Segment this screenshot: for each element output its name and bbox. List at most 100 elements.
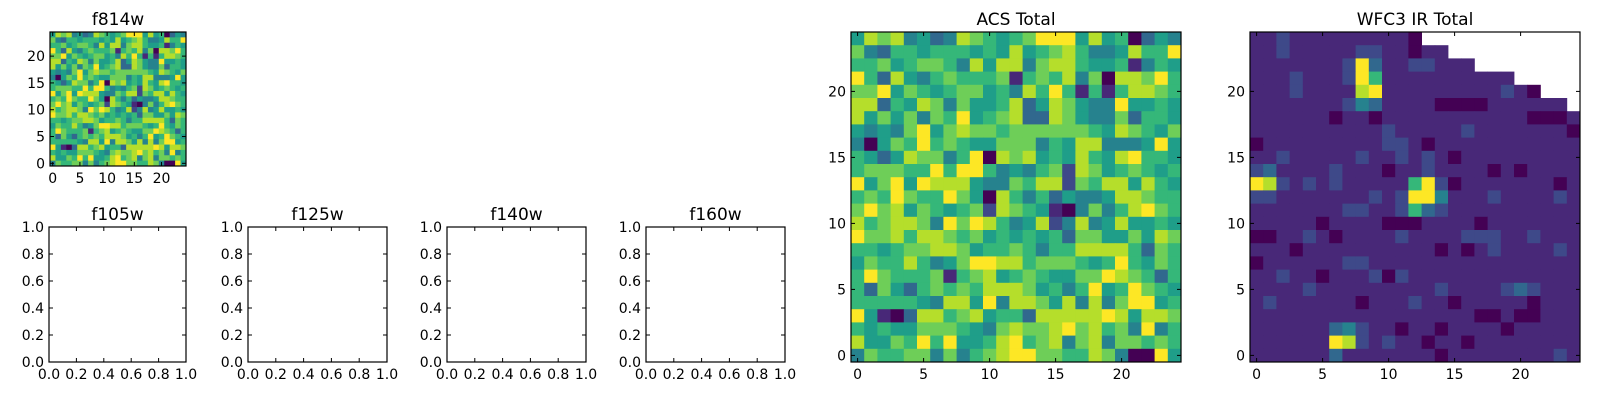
heatmap-cell	[93, 42, 100, 49]
heatmap-cell	[1434, 111, 1449, 125]
heatmap-cell	[104, 80, 111, 86]
heatmap-cell	[903, 243, 918, 257]
x-tick-label: 10	[981, 367, 999, 383]
heatmap-cell	[98, 133, 105, 140]
heatmap-cell	[109, 37, 116, 44]
heatmap-cell	[956, 177, 971, 191]
heatmap-cell	[66, 85, 73, 92]
heatmap-cell	[1382, 58, 1396, 72]
heatmap-cell	[943, 177, 957, 191]
heatmap-cell	[1395, 84, 1409, 99]
heatmap-cell	[1316, 216, 1330, 231]
heatmap-cell	[956, 216, 971, 231]
heatmap-cell	[1022, 190, 1037, 204]
heatmap-cell	[969, 335, 984, 350]
heatmap-cell	[903, 296, 918, 310]
heatmap-cell	[169, 133, 176, 140]
heatmap-cell	[1329, 164, 1343, 178]
heatmap-cell	[1500, 150, 1515, 165]
heatmap-cell	[93, 149, 100, 156]
heatmap-cell	[851, 243, 865, 257]
heatmap-cell	[969, 71, 984, 86]
heatmap-cell	[131, 117, 138, 124]
heatmap-cell	[943, 216, 957, 231]
heatmap-cell	[1128, 190, 1142, 204]
heatmap-cell	[1128, 137, 1142, 152]
heatmap-cell	[1355, 230, 1370, 244]
heatmap-cell	[158, 85, 165, 92]
heatmap-cell	[88, 58, 94, 65]
heatmap-cell	[131, 37, 138, 44]
heatmap-cell	[1101, 216, 1116, 231]
heatmap-cell	[956, 111, 971, 125]
heatmap-cell	[1289, 32, 1304, 46]
heatmap-cell	[1009, 296, 1023, 310]
heatmap-cell	[1474, 230, 1488, 244]
heatmap-cell	[1566, 137, 1581, 152]
heatmap-cell	[120, 53, 127, 60]
heatmap-cell	[956, 230, 971, 244]
heatmap-cell	[1500, 230, 1515, 244]
heatmap-cell	[1527, 322, 1541, 336]
heatmap-cell	[1500, 243, 1515, 257]
heatmap-cell	[126, 107, 132, 113]
heatmap-cell	[158, 107, 165, 113]
heatmap-cell	[1302, 84, 1317, 99]
heatmap-cell	[917, 32, 931, 46]
heatmap-cell	[1395, 230, 1409, 244]
heatmap-cell	[82, 160, 89, 167]
heatmap-cell	[1368, 32, 1383, 46]
heatmap-cell	[120, 117, 127, 124]
heatmap-cell	[1088, 296, 1103, 310]
heatmap-cell	[50, 96, 56, 103]
heatmap-cell	[164, 90, 171, 97]
heatmap-cell	[1302, 243, 1317, 257]
heatmap-cell	[851, 124, 865, 138]
heatmap-cell	[104, 74, 111, 81]
heatmap-cell	[158, 112, 165, 119]
heatmap-cell	[1009, 282, 1023, 297]
heatmap-cell	[93, 90, 100, 97]
heatmap-cell	[98, 117, 105, 124]
heatmap-cell	[1035, 111, 1050, 125]
y-tick-label: 10	[1227, 216, 1245, 232]
heatmap-cell	[1434, 335, 1449, 350]
heatmap-cell	[890, 335, 905, 350]
heatmap-cell	[969, 243, 984, 257]
y-tick-label: 20	[27, 49, 45, 65]
y-tick-label: 0.2	[221, 328, 243, 344]
heatmap-cell	[943, 164, 957, 178]
heatmap-cell	[1316, 32, 1330, 46]
heatmap-cell	[890, 84, 905, 99]
heatmap-cell	[1553, 177, 1568, 191]
heatmap-cell	[126, 37, 132, 44]
heatmap-cell	[137, 128, 143, 135]
heatmap-cell	[1527, 203, 1541, 218]
heatmap-cell	[93, 101, 100, 108]
heatmap-cell	[943, 58, 957, 72]
heatmap-cell	[1566, 335, 1581, 350]
heatmap-cell	[983, 230, 997, 244]
heatmap-cell	[60, 112, 67, 119]
heatmap-cell	[1167, 335, 1182, 350]
heatmap-cell	[164, 107, 171, 113]
heatmap-cell	[851, 348, 865, 363]
heatmap-cell	[126, 123, 132, 129]
heatmap-cell	[1250, 150, 1264, 165]
heatmap-cell	[1062, 124, 1076, 138]
heatmap-cell	[1434, 322, 1449, 336]
heatmap-cell	[1355, 71, 1370, 86]
heatmap-cell	[1553, 203, 1568, 218]
heatmap-cell	[126, 144, 132, 151]
heatmap-cell	[1115, 203, 1129, 218]
heatmap-cell	[1500, 111, 1515, 125]
heatmap-cell	[1329, 203, 1343, 218]
heatmap-cell	[877, 216, 891, 231]
heatmap-cell	[131, 80, 138, 86]
heatmap-cell	[98, 85, 105, 92]
heatmap-cell	[180, 139, 187, 145]
heatmap-cell	[1448, 58, 1462, 72]
x-tick-label: 0.0	[38, 367, 60, 383]
heatmap-cell	[1009, 190, 1023, 204]
heatmap-cell	[98, 32, 105, 38]
